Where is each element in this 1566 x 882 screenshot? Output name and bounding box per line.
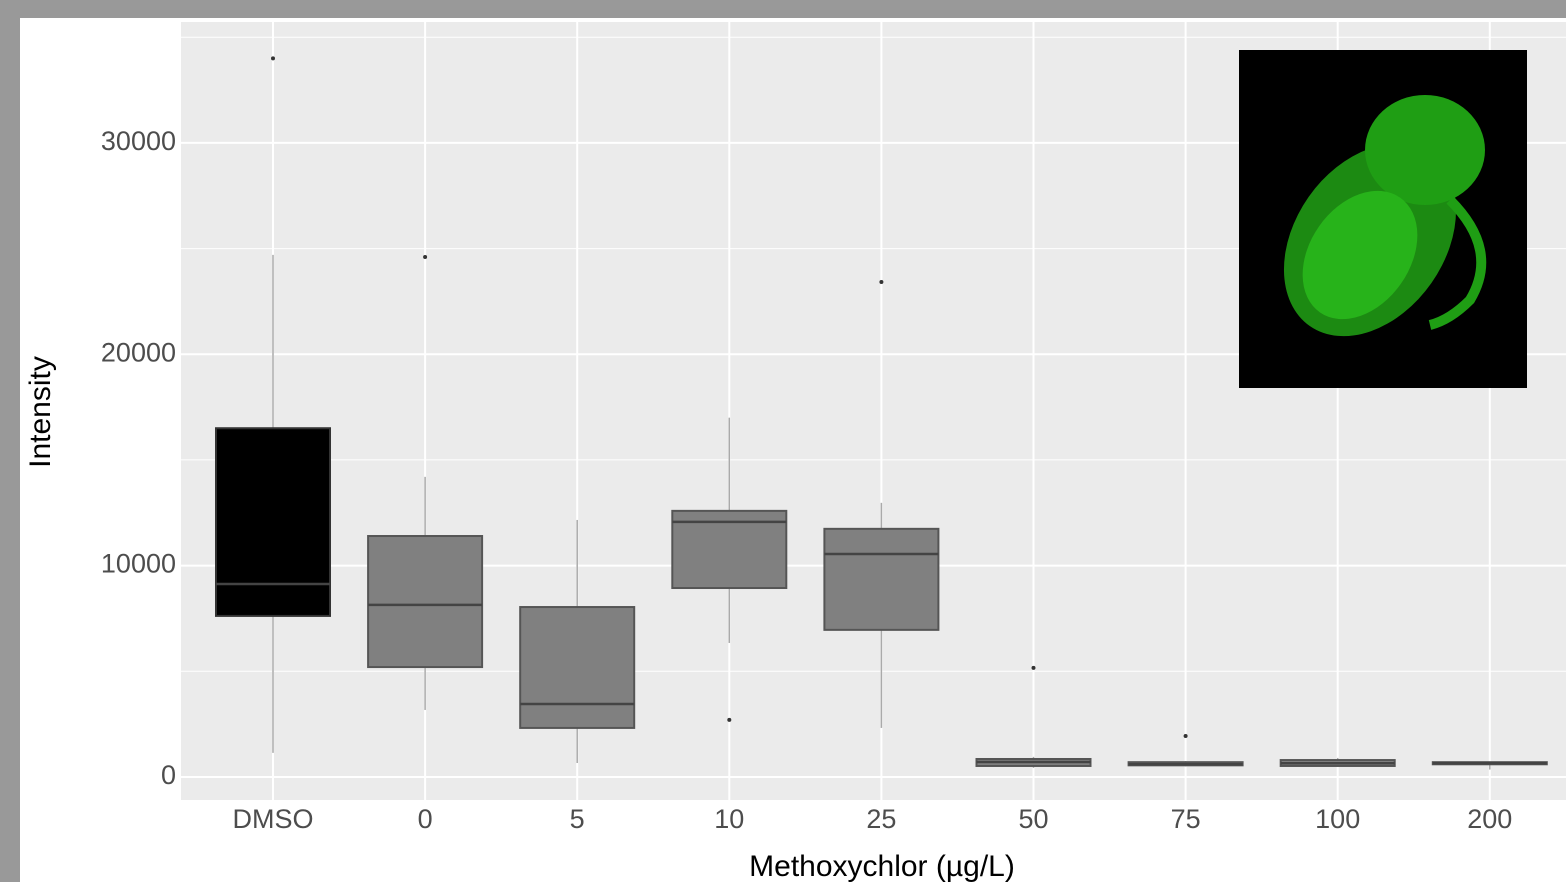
x-axis-title: Methoxychlor (µg/L) [749,850,1015,882]
outlier [271,56,275,60]
x-tick-label: 10 [714,804,744,834]
x-tick-label: 0 [418,804,433,834]
x-tick-label: DMSO [233,804,314,834]
inset-head [1365,95,1485,205]
page: Intensity Methoxychlor (µg/L) 0100002000… [0,0,1566,882]
x-tick-label: 100 [1315,804,1360,834]
box [824,529,938,630]
outlier [1032,666,1036,670]
y-tick-label: 0 [161,760,176,790]
outlier [727,718,731,722]
box [216,428,330,616]
outlier [879,280,883,284]
x-tick-label: 200 [1467,804,1512,834]
y-axis-title: Intensity [24,356,57,468]
chart: Intensity Methoxychlor (µg/L) 0100002000… [0,0,1566,882]
x-tick-label: 75 [1171,804,1201,834]
box [368,536,482,667]
outlier [423,255,427,259]
y-tick-label: 20000 [101,337,176,367]
x-tick-label: 50 [1018,804,1048,834]
y-tick-label: 30000 [101,126,176,156]
box [520,607,634,728]
outlier [1184,734,1188,738]
x-tick-label: 25 [866,804,896,834]
x-tick-label: 5 [570,804,585,834]
y-tick-label: 10000 [101,549,176,579]
inset-image [1239,50,1527,388]
